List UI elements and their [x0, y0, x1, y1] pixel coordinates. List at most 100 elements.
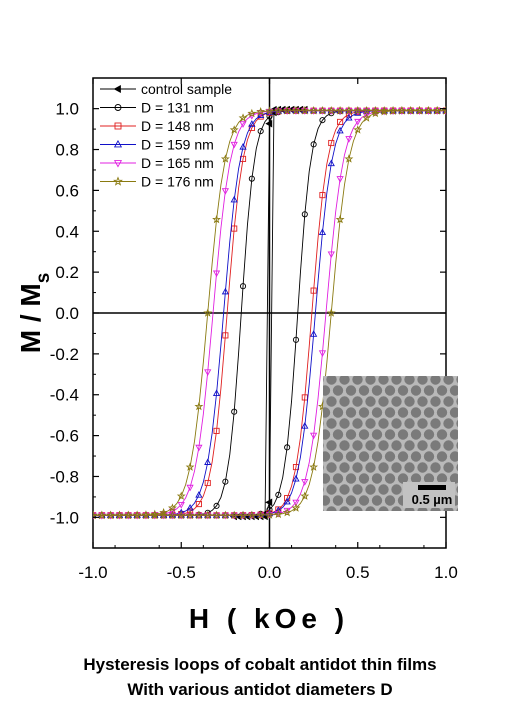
series-1-point — [248, 175, 255, 182]
series-2-point — [284, 494, 291, 502]
legend-entry: control sample — [141, 81, 232, 97]
series-5-point — [229, 510, 239, 520]
series-5-point — [423, 106, 433, 115]
series-1-point — [257, 128, 264, 135]
series-5-point — [441, 106, 446, 115]
series-5-point — [300, 106, 310, 115]
series-5-point — [229, 125, 239, 134]
series-5-point — [212, 214, 221, 224]
series-5-point — [265, 510, 274, 519]
series-5-point — [203, 308, 213, 317]
series-2-point — [187, 508, 194, 515]
series-2-point — [328, 139, 335, 147]
series-1-point — [275, 491, 282, 498]
series-5-point — [185, 462, 195, 471]
series-3-point — [336, 106, 344, 114]
series-3-point — [318, 106, 327, 114]
series-3-point — [177, 508, 185, 516]
series-3-point — [204, 511, 212, 518]
y-tick-label: -0.8 — [50, 467, 79, 486]
series-2-point — [319, 192, 326, 199]
series-4-point — [301, 479, 309, 486]
series-5-point — [300, 491, 310, 500]
series-4-point — [239, 121, 247, 128]
series-2-point — [204, 479, 211, 487]
series-5-point — [265, 106, 274, 115]
series-layer — [93, 105, 446, 521]
series-1-point — [284, 444, 291, 451]
y-tick-label: 0.0 — [55, 304, 79, 323]
series-3-point — [283, 497, 291, 505]
y-tick-label: -0.6 — [50, 427, 79, 446]
series-5-point — [238, 113, 248, 122]
series-1-point — [239, 283, 247, 290]
series-3-point — [239, 511, 247, 518]
series-3-point — [292, 106, 300, 114]
hysteresis-chart: -1.0 -0.5 0.0 0.5 1.0 -1.0 -0.8 -0.6 -0.4 -0.2 0.0… — [15, 77, 458, 634]
series-5-point — [388, 106, 398, 115]
series-3-point — [424, 106, 432, 114]
tick-labels: -1.0 -0.5 0.0 0.5 1.0 -1.0 -0.8 -0.6 -0.4 -0.2 0.0… — [50, 100, 458, 582]
series-3-point — [186, 511, 194, 518]
series-5-point — [406, 106, 416, 115]
series-3-point — [204, 458, 212, 465]
series-5-point — [432, 106, 442, 115]
series-5-point — [168, 510, 177, 520]
legend-marker — [113, 176, 123, 186]
series-5-point — [309, 106, 319, 115]
legend-marker — [114, 104, 122, 111]
series-3-point — [318, 228, 327, 236]
series-0-point — [265, 119, 273, 128]
series-4-point — [327, 251, 335, 259]
series-3-point — [248, 120, 256, 127]
series-0-point — [265, 498, 273, 507]
series-3-point — [442, 106, 446, 114]
series-4-point — [204, 369, 212, 376]
y-tick-label: 0.4 — [55, 222, 79, 241]
series-5-point — [212, 510, 221, 520]
series-3-point — [301, 106, 309, 114]
series-5-point — [326, 106, 336, 115]
series-5-point — [123, 510, 133, 520]
series-5-point — [159, 507, 169, 517]
y-tick-label: -0.2 — [50, 345, 79, 364]
x-tick-label: -1.0 — [78, 563, 107, 582]
series-3-point — [274, 506, 282, 514]
series-5-point — [379, 106, 389, 115]
series-2-point — [337, 118, 344, 125]
series-4-point — [177, 502, 185, 509]
series-5-point — [115, 510, 124, 520]
series-3-point — [98, 511, 106, 518]
series-3-point — [327, 159, 335, 167]
x-tick-label: 0.0 — [258, 563, 282, 582]
series-5-point — [291, 106, 301, 115]
series-4-point — [195, 444, 203, 452]
series-1-point — [310, 141, 317, 148]
series-5-point — [220, 154, 230, 163]
series-5-point — [309, 462, 319, 471]
series-3-point — [345, 113, 353, 121]
series-3-point — [212, 389, 221, 397]
series-3-point — [336, 126, 344, 134]
y-axis-title-subscript: s — [33, 273, 54, 284]
series-3-point — [292, 474, 300, 482]
series-5-point — [344, 106, 354, 115]
series-3-point — [301, 422, 309, 429]
legend-marker — [113, 139, 123, 148]
series-5-point — [353, 125, 363, 134]
legend-marker — [113, 84, 121, 94]
series-2-point — [248, 124, 255, 132]
y-tick-label: 0.6 — [55, 181, 79, 200]
caption-line-1: Hysteresis loops of cobalt antidot thin … — [83, 655, 437, 674]
series-5-point — [106, 510, 116, 520]
series-2-point — [213, 427, 220, 434]
legend: control sample D = 131 nm D = 148 nm D = 15… — [100, 81, 232, 190]
series-3-point — [230, 511, 238, 518]
series-5-point — [344, 154, 354, 163]
legend-entry: D = 131 nm — [141, 100, 214, 116]
series-3-point — [354, 106, 362, 114]
x-tick-label: -0.5 — [167, 563, 196, 582]
series-3-point — [265, 509, 274, 517]
series-3-point — [124, 511, 132, 518]
legend-entry: D = 165 nm — [141, 155, 214, 171]
